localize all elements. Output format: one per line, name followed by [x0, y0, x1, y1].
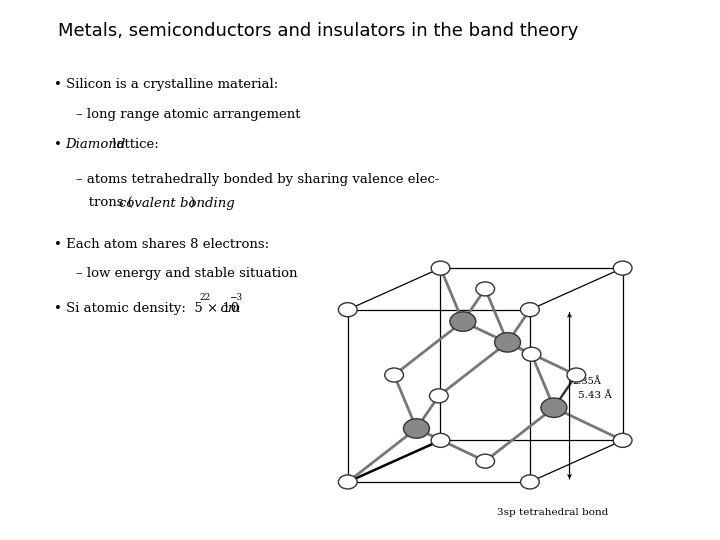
- Circle shape: [403, 419, 429, 438]
- Circle shape: [495, 333, 521, 352]
- Text: 22: 22: [199, 293, 211, 302]
- Text: covalent bonding: covalent bonding: [119, 197, 235, 210]
- Text: •: •: [54, 138, 66, 151]
- Circle shape: [429, 389, 448, 403]
- Text: −3: −3: [229, 293, 242, 302]
- Text: • Silicon is a crystalline material:: • Silicon is a crystalline material:: [54, 78, 278, 91]
- Circle shape: [541, 398, 567, 417]
- Circle shape: [450, 312, 476, 331]
- Circle shape: [384, 368, 403, 382]
- Circle shape: [476, 454, 495, 468]
- Circle shape: [613, 261, 632, 275]
- Text: 5.43 Å: 5.43 Å: [578, 392, 612, 400]
- Circle shape: [338, 302, 357, 316]
- Circle shape: [613, 433, 632, 447]
- Text: ): ): [189, 197, 194, 210]
- Circle shape: [521, 302, 539, 316]
- Circle shape: [431, 261, 450, 275]
- Text: – long range atomic arrangement: – long range atomic arrangement: [76, 108, 300, 121]
- Text: Diamond: Diamond: [66, 138, 126, 151]
- Text: – low energy and stable situation: – low energy and stable situation: [76, 267, 297, 280]
- Text: trons (: trons (: [76, 197, 132, 210]
- Text: lattice:: lattice:: [108, 138, 158, 151]
- Circle shape: [476, 282, 495, 296]
- Text: cm: cm: [212, 302, 241, 315]
- Circle shape: [567, 368, 585, 382]
- Text: • Each atom shares 8 electrons:: • Each atom shares 8 electrons:: [54, 238, 269, 251]
- Text: 3sp tetrahedral bond: 3sp tetrahedral bond: [497, 508, 608, 517]
- Circle shape: [522, 347, 541, 361]
- Circle shape: [521, 475, 539, 489]
- Text: Metals, semiconductors and insulators in the band theory: Metals, semiconductors and insulators in…: [58, 22, 578, 39]
- Text: 2.35Å: 2.35Å: [572, 377, 601, 386]
- Text: • Si atomic density:  5 × 10: • Si atomic density: 5 × 10: [54, 302, 239, 315]
- Circle shape: [338, 475, 357, 489]
- Text: – atoms tetrahedrally bonded by sharing valence elec-: – atoms tetrahedrally bonded by sharing …: [76, 173, 439, 186]
- Circle shape: [431, 433, 450, 447]
